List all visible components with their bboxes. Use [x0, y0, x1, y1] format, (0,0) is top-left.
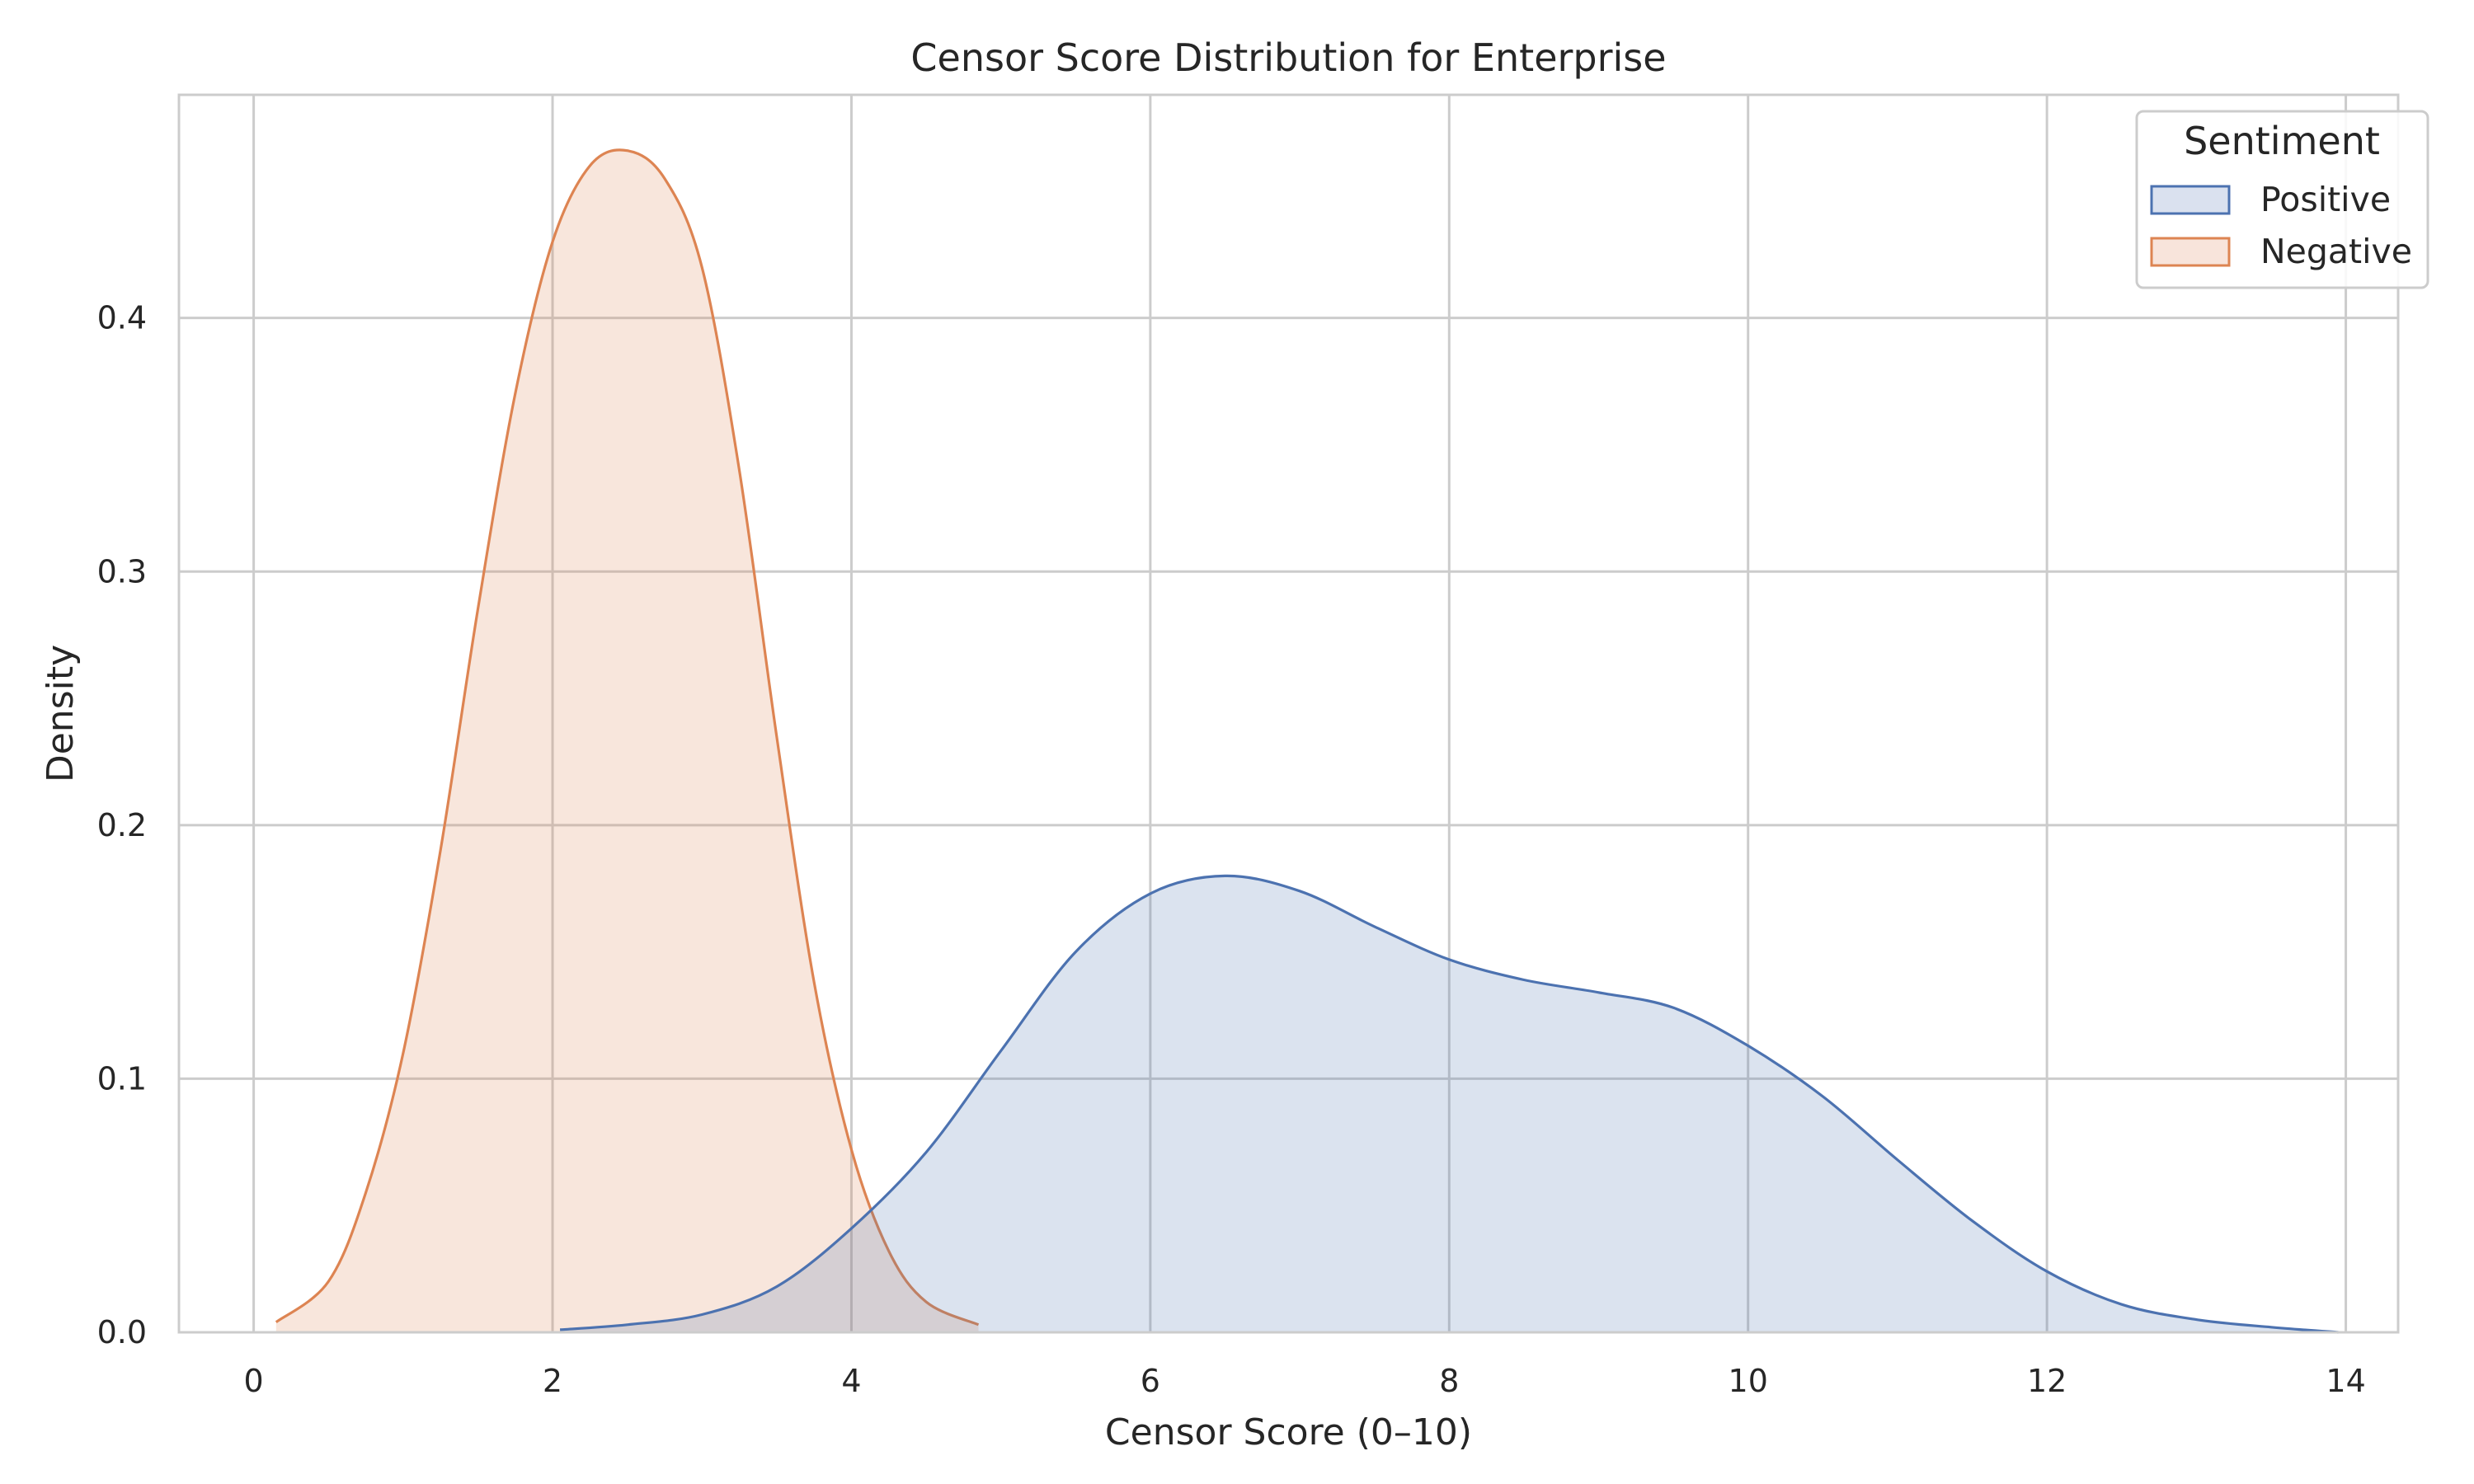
density-line-positive	[559, 874, 2339, 1334]
x-tick-label: 14	[2326, 1363, 2365, 1399]
chart-title: Censor Score Distribution for Enterprise	[910, 35, 1666, 80]
x-tick-label: 8	[1439, 1363, 1459, 1399]
legend-label-negative: Negative	[2260, 232, 2412, 271]
tick-labels: 0 2 4 6 8 10 12 14 0.0 0.1 0.2 0.3 0.4	[97, 300, 2366, 1399]
density-area-negative	[275, 149, 979, 1332]
x-tick-label: 0	[244, 1363, 264, 1399]
density-line-negative	[275, 148, 980, 1327]
legend-swatch-negative	[2150, 237, 2231, 267]
x-tick-label: 6	[1141, 1363, 1160, 1399]
legend-title: Sentiment	[2184, 119, 2380, 163]
x-axis-title: Censor Score (0–10)	[1105, 1411, 1472, 1453]
y-tick-label: 0.0	[97, 1314, 147, 1350]
legend-swatch-positive	[2150, 185, 2231, 215]
density-area-positive	[560, 876, 2339, 1332]
legend-label-positive: Positive	[2260, 180, 2391, 219]
x-tick-label: 10	[1729, 1363, 1768, 1399]
x-tick-label: 2	[543, 1363, 562, 1399]
x-tick-label: 12	[2027, 1363, 2067, 1399]
series-layer	[275, 148, 2339, 1334]
y-tick-label: 0.1	[97, 1060, 147, 1097]
x-tick-label: 4	[841, 1363, 861, 1399]
plot-frame	[177, 93, 2400, 1334]
y-tick-label: 0.4	[97, 300, 147, 336]
legend: Sentiment Positive Negative	[2135, 110, 2429, 289]
y-tick-label: 0.3	[97, 553, 147, 589]
y-axis-title: Density	[40, 645, 82, 782]
y-tick-label: 0.2	[97, 807, 147, 843]
